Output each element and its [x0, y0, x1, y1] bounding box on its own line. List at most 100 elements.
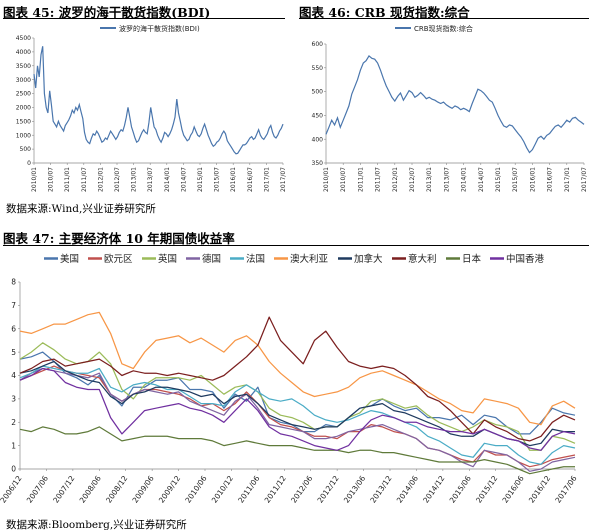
crb-x-tick-label: 2014/07: [478, 167, 485, 192]
bdi-x-tick-label: 2011/07: [81, 167, 88, 192]
bdi-x-tick-label: 2010/01: [31, 167, 38, 192]
fig46-header: 图表 46: CRB 现货指数:综合: [299, 5, 470, 20]
bonds-x-tick-label: 2012/12: [316, 474, 341, 505]
crb-x-tick-label: 2010/01: [323, 167, 330, 192]
crb-x-tick-label: 2013/01: [426, 167, 433, 192]
bdi-y-tick-label: 3500: [16, 63, 31, 70]
bonds-x-tick-label: 2014/06: [395, 474, 420, 505]
crb-x-tick-label: 2016/01: [529, 167, 536, 192]
bdi-y-tick-label: 1000: [16, 132, 31, 139]
bdi-legend-label: 波罗的海干散货指数(BDI): [119, 24, 200, 33]
crb-y-tick-label: 550: [312, 65, 324, 72]
bonds-series-line-7: [19, 316, 576, 442]
crb-x-tick-label: 2016/07: [547, 167, 554, 192]
fig45-header-rule: [3, 18, 285, 19]
bonds-y-tick-label: 1: [11, 441, 16, 450]
crb-x-tick-label: 2010/07: [340, 167, 347, 192]
source-note-bottom: 数据来源:Bloomberg,兴业证券研究所: [6, 519, 187, 531]
bonds-x-tick-label: 2009/06: [131, 474, 156, 505]
bonds-series-line-0: [19, 351, 576, 435]
bonds-x-tick-label: 2016/06: [501, 474, 526, 505]
bonds-y-tick-label: 5: [11, 348, 16, 357]
bonds-y-tick-label: 6: [11, 324, 16, 333]
bdi-x-tick-label: 2017/01: [263, 167, 270, 192]
bdi-y-tick-label: 2500: [16, 91, 31, 98]
bonds-y-tick-label: 7: [11, 301, 16, 310]
bonds-series-line-9: [19, 367, 576, 451]
bdi-y-tick-label: 4500: [16, 35, 31, 42]
bonds-y-tick-label: 0: [11, 465, 16, 474]
bdi-x-tick-label: 2012/01: [97, 167, 104, 192]
bdi-x-tick-label: 2014/01: [164, 167, 171, 192]
bonds-legend-label-5: 澳大利亚: [290, 253, 329, 265]
bonds-legend-label-2: 英国: [158, 253, 177, 265]
crb-x-tick-label: 2017/07: [581, 167, 588, 192]
crb-x-tick-label: 2015/07: [512, 167, 519, 192]
bonds-legend-label-7: 意大利: [408, 253, 437, 265]
bonds-legend-label-1: 欧元区: [104, 253, 133, 265]
bdi-y-tick-label: 3000: [16, 77, 31, 84]
crb-y-tick-label: 600: [312, 41, 324, 48]
bonds-legend-label-4: 法国: [246, 253, 265, 265]
crb-x-tick-label: 2011/01: [357, 167, 364, 192]
bonds-y-tick-label: 2: [11, 418, 16, 427]
bonds-y-tick-label: 8: [11, 278, 16, 287]
bonds-series-line-2: [19, 342, 576, 451]
crb-y-tick-label: 450: [312, 113, 324, 120]
bonds-x-tick-label: 2015/12: [474, 474, 499, 505]
bonds-series-line-5: [19, 311, 576, 426]
bdi-x-tick-label: 2016/01: [230, 167, 237, 192]
bonds-legend-label-6: 加拿大: [354, 253, 383, 265]
fig47-header-rule: [3, 245, 589, 246]
crb-x-tick-label: 2013/07: [443, 167, 450, 192]
bonds-series-line-8: [19, 426, 575, 475]
bonds-x-tick-label: 2008/06: [78, 474, 103, 505]
bdi-x-tick-label: 2010/07: [48, 167, 55, 192]
bonds-y-tick-label: 4: [11, 371, 16, 380]
bonds-y-tick-label: 3: [11, 395, 16, 404]
bdi-x-tick-label: 2017/07: [280, 167, 287, 192]
bdi-x-tick-label: 2012/07: [114, 167, 121, 192]
bonds-legend-label-8: 日本: [462, 253, 482, 265]
bonds-x-tick-label: 2009/12: [157, 474, 182, 505]
crb-x-tick-label: 2012/07: [409, 167, 416, 192]
bonds-x-tick-label: 2011/06: [236, 474, 261, 505]
bdi-y-tick-label: 500: [20, 146, 32, 153]
bdi-x-tick-label: 2013/01: [131, 167, 138, 192]
crb-x-tick-label: 2011/07: [375, 167, 382, 192]
bonds-x-tick-label: 2013/06: [342, 474, 367, 505]
bdi-x-tick-label: 2015/01: [197, 167, 204, 192]
bonds-x-tick-label: 2015/06: [448, 474, 473, 505]
bdi-y-tick-label: 4000: [16, 49, 31, 56]
bonds-x-tick-label: 2006/12: [0, 474, 24, 505]
bdi-series-line: [33, 46, 284, 155]
crb-y-tick-label: 400: [312, 136, 324, 143]
bonds-series-line-4: [19, 365, 576, 465]
bonds-x-tick-label: 2007/12: [51, 474, 76, 505]
bonds-x-tick-label: 2013/12: [368, 474, 393, 505]
bdi-x-tick-label: 2014/07: [180, 167, 187, 192]
crb-y-tick-label: 500: [312, 89, 324, 96]
bonds-x-tick-label: 2012/06: [289, 474, 314, 505]
bdi-x-tick-label: 2015/07: [214, 167, 221, 192]
crb-x-tick-label: 2014/01: [461, 167, 468, 192]
source-note-top: 数据来源:Wind,兴业证券研究所: [6, 203, 156, 215]
bonds-x-tick-label: 2010/06: [183, 474, 208, 505]
fig47-header: 图表 47: 主要经济体 10 年期国债收益率: [3, 231, 235, 246]
fig45-header: 图表 45: 波罗的海干散货指数(BDI): [3, 5, 211, 20]
bonds-x-tick-label: 2016/12: [527, 474, 552, 505]
bdi-y-tick-label: 0: [27, 160, 31, 167]
crb-x-tick-label: 2017/01: [564, 167, 571, 192]
bonds-x-tick-label: 2017/06: [553, 474, 578, 505]
crb-legend-label: CRB现货指数:综合: [414, 24, 473, 33]
crb-y-tick-label: 350: [312, 160, 324, 167]
bonds-x-tick-label: 2007/06: [25, 474, 50, 505]
bonds-x-tick-label: 2008/12: [104, 474, 129, 505]
crb-x-tick-label: 2015/01: [495, 167, 502, 192]
bonds-series-line-3: [19, 367, 576, 472]
fig46-header-rule: [299, 18, 589, 19]
bonds-x-tick-label: 2014/12: [421, 474, 446, 505]
crb-x-tick-label: 2012/01: [392, 167, 399, 192]
bonds-x-tick-label: 2011/12: [263, 474, 288, 505]
